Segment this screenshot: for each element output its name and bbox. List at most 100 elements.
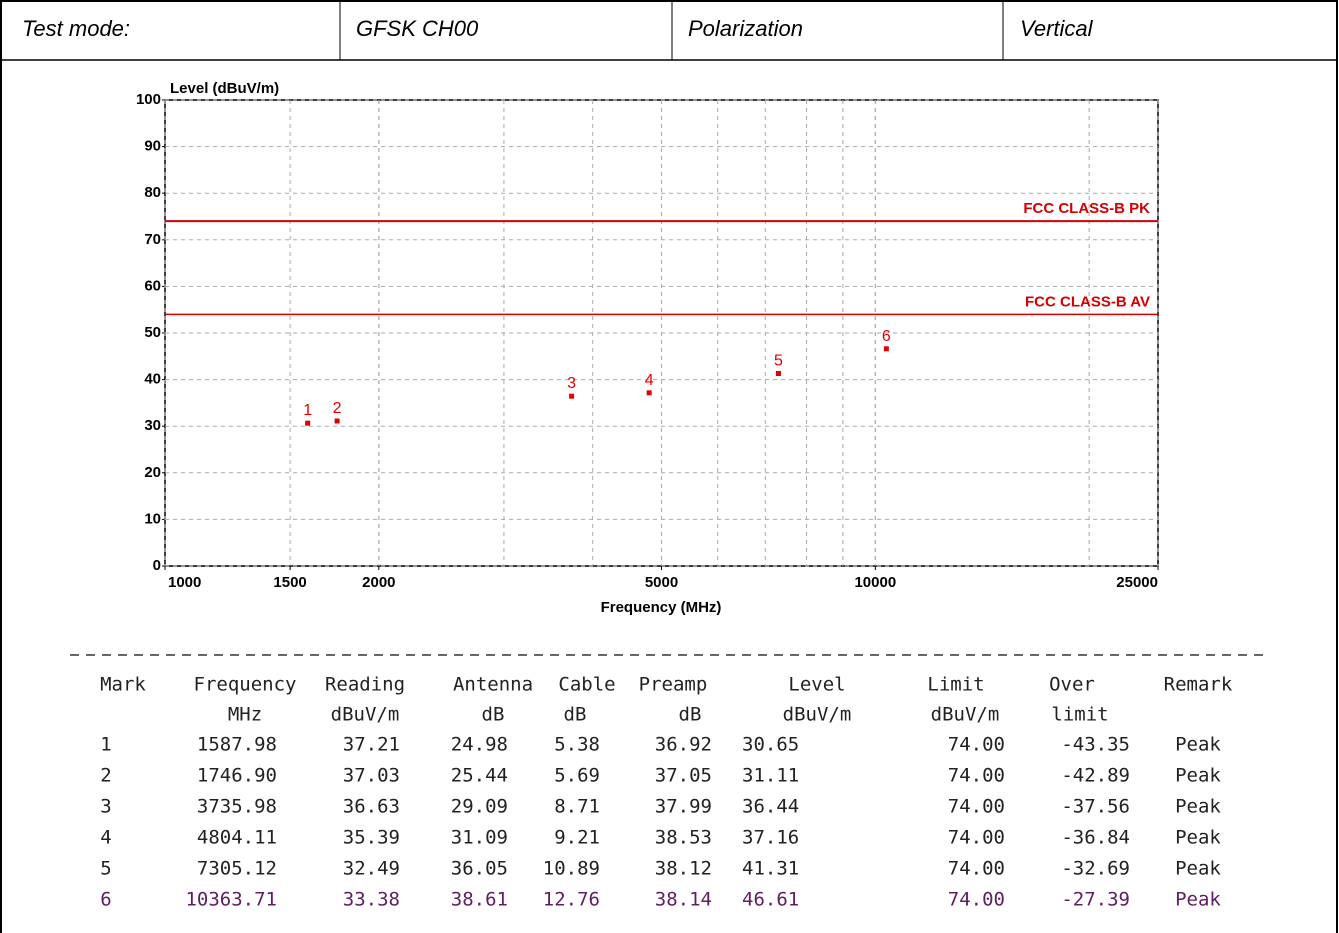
column-unit: limit bbox=[1051, 704, 1108, 726]
y-tick-label: 20 bbox=[144, 464, 161, 481]
y-tick-label: 40 bbox=[144, 371, 161, 388]
table-cell: 5.69 bbox=[554, 765, 600, 787]
header-cell: Test mode: bbox=[22, 16, 130, 41]
column-header: Level bbox=[788, 674, 845, 696]
column-unit: dBuV/m bbox=[931, 704, 1000, 726]
column-unit: dB bbox=[482, 704, 505, 726]
column-unit: dB bbox=[564, 704, 587, 726]
x-tick-label: 10000 bbox=[854, 574, 896, 591]
point bbox=[569, 393, 575, 399]
point bbox=[646, 390, 652, 396]
table-cell: Peak bbox=[1175, 796, 1221, 818]
table-cell: Peak bbox=[1175, 889, 1221, 911]
table-cell: -27.39 bbox=[1061, 889, 1130, 911]
table-cell: 29.09 bbox=[451, 796, 508, 818]
y-tick-label: 10 bbox=[144, 510, 161, 527]
table-cell: 36.63 bbox=[343, 796, 400, 818]
table-cell: 24.98 bbox=[451, 734, 508, 756]
column-unit: MHz bbox=[228, 704, 262, 726]
y-tick-label: 30 bbox=[144, 417, 161, 434]
x-tick-label: 25000 bbox=[1116, 574, 1158, 591]
point-label: 5 bbox=[774, 352, 783, 369]
table-cell: 37.21 bbox=[343, 734, 400, 756]
table-cell: 10363.71 bbox=[185, 889, 277, 911]
header-cell: Vertical bbox=[1020, 16, 1094, 41]
y-tick-label: 70 bbox=[144, 231, 161, 248]
x-tick-label: 1000 bbox=[168, 574, 201, 591]
table-cell: 1 bbox=[100, 734, 111, 756]
table-cell: 74.00 bbox=[948, 827, 1005, 849]
table-cell: -37.56 bbox=[1061, 796, 1130, 818]
table-cell: -43.35 bbox=[1061, 734, 1130, 756]
column-header: Antenna bbox=[453, 674, 533, 696]
table-cell: 38.61 bbox=[451, 889, 508, 911]
table-cell: 5 bbox=[100, 858, 111, 880]
table-cell: 36.05 bbox=[451, 858, 508, 880]
limit-label: FCC CLASS-B PK bbox=[1023, 200, 1150, 217]
column-unit: dBuV/m bbox=[331, 704, 400, 726]
y-axis-label: Level (dBuV/m) bbox=[170, 80, 279, 97]
table-cell: 2 bbox=[100, 765, 111, 787]
point-label: 3 bbox=[567, 375, 576, 392]
table-cell: Peak bbox=[1175, 827, 1221, 849]
table-cell: 74.00 bbox=[948, 796, 1005, 818]
table-cell: 32.49 bbox=[343, 858, 400, 880]
y-tick-label: 80 bbox=[144, 184, 161, 201]
column-unit: dBuV/m bbox=[783, 704, 852, 726]
table-cell: 31.09 bbox=[451, 827, 508, 849]
table-cell: 36.44 bbox=[742, 796, 799, 818]
point bbox=[305, 420, 311, 426]
point bbox=[883, 346, 889, 352]
table-cell: -32.69 bbox=[1061, 858, 1130, 880]
column-header: Mark bbox=[100, 674, 146, 696]
header-cell: GFSK CH00 bbox=[356, 16, 479, 41]
column-header: Frequency bbox=[194, 674, 297, 696]
point-label: 4 bbox=[645, 372, 654, 389]
table-cell: 30.65 bbox=[742, 734, 799, 756]
table-cell: -36.84 bbox=[1061, 827, 1130, 849]
table-cell: 4804.11 bbox=[197, 827, 277, 849]
column-header: Preamp bbox=[639, 674, 708, 696]
point-label: 6 bbox=[882, 328, 891, 345]
table-cell: 37.03 bbox=[343, 765, 400, 787]
table-cell: 1746.90 bbox=[197, 765, 277, 787]
table-cell: -42.89 bbox=[1061, 765, 1130, 787]
point-label: 2 bbox=[333, 400, 342, 417]
column-header: Over bbox=[1049, 674, 1095, 696]
point bbox=[775, 370, 781, 376]
table-cell: 8.71 bbox=[554, 796, 600, 818]
table-cell: 37.05 bbox=[655, 765, 712, 787]
table-cell: 6 bbox=[100, 889, 111, 911]
point bbox=[334, 418, 340, 424]
table-cell: 5.38 bbox=[554, 734, 600, 756]
table-cell: 3 bbox=[100, 796, 111, 818]
table-cell: 46.61 bbox=[742, 889, 799, 911]
column-header: Limit bbox=[927, 674, 984, 696]
table-cell: 38.12 bbox=[655, 858, 712, 880]
table-cell: 74.00 bbox=[948, 858, 1005, 880]
table-cell: 31.11 bbox=[742, 765, 799, 787]
y-tick-label: 90 bbox=[144, 138, 161, 155]
column-header: Reading bbox=[325, 674, 405, 696]
column-header: Remark bbox=[1164, 674, 1233, 696]
point-label: 1 bbox=[303, 402, 312, 419]
x-tick-label: 5000 bbox=[645, 574, 678, 591]
table-cell: 38.53 bbox=[655, 827, 712, 849]
y-tick-label: 60 bbox=[144, 277, 161, 294]
table-cell: 41.31 bbox=[742, 858, 799, 880]
table-cell: 10.89 bbox=[543, 858, 600, 880]
table-cell: 9.21 bbox=[554, 827, 600, 849]
limit-label: FCC CLASS-B AV bbox=[1025, 293, 1150, 310]
table-cell: 37.16 bbox=[742, 827, 799, 849]
table-cell: 1587.98 bbox=[197, 734, 277, 756]
table-cell: 7305.12 bbox=[197, 858, 277, 880]
y-tick-label: 50 bbox=[144, 324, 161, 341]
table-cell: 74.00 bbox=[948, 765, 1005, 787]
table-cell: 33.38 bbox=[343, 889, 400, 911]
table-cell: Peak bbox=[1175, 765, 1221, 787]
table-cell: 74.00 bbox=[948, 889, 1005, 911]
table-cell: 25.44 bbox=[451, 765, 508, 787]
y-tick-label: 0 bbox=[153, 557, 161, 574]
